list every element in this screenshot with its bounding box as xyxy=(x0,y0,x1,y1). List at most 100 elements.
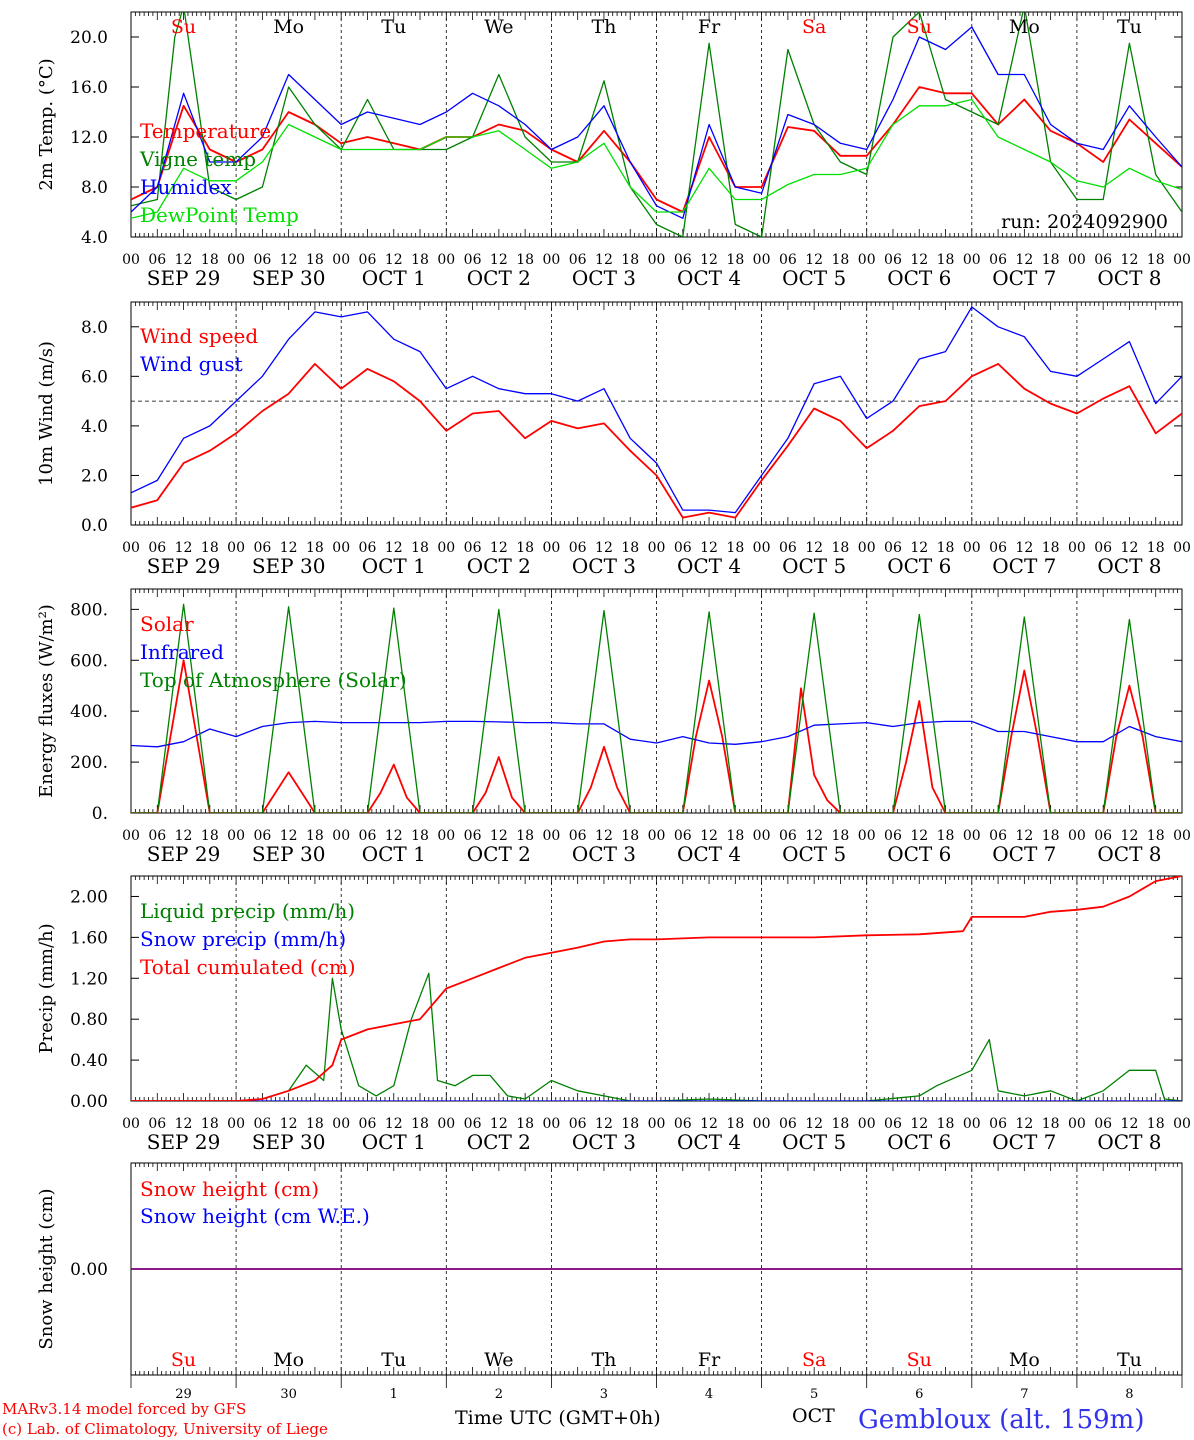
series-line-2 xyxy=(131,12,1182,237)
hour-label: 12 xyxy=(700,540,718,556)
hour-label: 18 xyxy=(201,828,219,844)
hour-label: 00 xyxy=(437,252,455,268)
hour-label: 18 xyxy=(937,540,955,556)
hour-label: 12 xyxy=(385,540,403,556)
legend-entry-1: Solar xyxy=(140,612,194,636)
date-label: OCT 7 xyxy=(992,554,1056,578)
y-tick-label: 8.0 xyxy=(81,178,108,198)
date-label: OCT 1 xyxy=(362,266,426,290)
date-label: OCT 4 xyxy=(677,1130,741,1154)
y-tick-label: 2.0 xyxy=(81,466,108,486)
y-tick-label: 12.0 xyxy=(70,128,108,148)
hour-label: 12 xyxy=(700,828,718,844)
hour-label: 00 xyxy=(1173,540,1191,556)
date-label: OCT 1 xyxy=(362,1130,426,1154)
hour-label: 18 xyxy=(411,252,429,268)
day-number: 8 xyxy=(1125,1387,1133,1402)
hour-label: 00 xyxy=(858,540,876,556)
hour-label: 12 xyxy=(805,1116,823,1132)
day-number: 3 xyxy=(600,1387,608,1402)
hour-label: 18 xyxy=(726,1116,744,1132)
hour-label: 06 xyxy=(989,252,1007,268)
hour-label: 18 xyxy=(1147,540,1165,556)
footer-month-label: OCT xyxy=(792,1405,835,1427)
y-tick-label: 800. xyxy=(70,600,108,620)
hour-label: 18 xyxy=(516,1116,534,1132)
hour-label: 00 xyxy=(753,540,771,556)
hour-label: 18 xyxy=(1042,540,1060,556)
hour-label: 06 xyxy=(989,1116,1007,1132)
hour-label: 12 xyxy=(175,1116,193,1132)
legend-entry-2: Infrared xyxy=(140,640,224,664)
day-name-bottom: Su xyxy=(171,1349,196,1371)
day-name-top: Tu xyxy=(1117,16,1142,38)
hour-label: 06 xyxy=(674,540,692,556)
hour-label: 06 xyxy=(569,1116,587,1132)
hour-label: 06 xyxy=(884,828,902,844)
legend-entry-1: Liquid precip (mm/h) xyxy=(140,899,355,923)
hour-label: 12 xyxy=(490,252,508,268)
date-label: OCT 4 xyxy=(677,554,741,578)
hour-label: 18 xyxy=(411,540,429,556)
hour-label: 18 xyxy=(411,828,429,844)
hour-label: 06 xyxy=(779,1116,797,1132)
hour-label: 00 xyxy=(648,252,666,268)
day-name-top: We xyxy=(484,16,513,38)
hour-label: 00 xyxy=(648,828,666,844)
series-line-2 xyxy=(131,720,1182,748)
hour-label: 12 xyxy=(805,252,823,268)
hour-label: 12 xyxy=(490,540,508,556)
hour-label: 06 xyxy=(779,252,797,268)
panel-frame xyxy=(130,301,1183,526)
date-label: OCT 8 xyxy=(1097,266,1161,290)
y-tick-label: 8.0 xyxy=(81,318,108,338)
hour-label: 12 xyxy=(490,1116,508,1132)
y-tick-label: 4.0 xyxy=(81,228,108,248)
hour-label: 18 xyxy=(726,540,744,556)
day-name-bottom: We xyxy=(484,1349,513,1371)
day-number: 2 xyxy=(495,1387,503,1402)
hour-label: 00 xyxy=(963,1116,981,1132)
y-tick-label: 200. xyxy=(70,753,108,773)
date-label: OCT 2 xyxy=(467,842,531,866)
hour-label: 06 xyxy=(359,252,377,268)
date-label: OCT 3 xyxy=(572,1130,636,1154)
y-tick-label: 20.0 xyxy=(70,28,108,48)
date-label: SEP 30 xyxy=(252,266,326,290)
hour-label: 00 xyxy=(122,540,140,556)
series-group xyxy=(131,876,1182,1101)
hour-label: 00 xyxy=(437,540,455,556)
hour-label: 12 xyxy=(595,540,613,556)
y-tick-label: 16.0 xyxy=(70,78,108,98)
y-tick-label: 1.20 xyxy=(70,969,108,989)
hour-label: 00 xyxy=(753,828,771,844)
y-axis-title: 10m Wind (m/s) xyxy=(36,341,57,486)
hour-label: 18 xyxy=(621,828,639,844)
hour-label: 18 xyxy=(621,1116,639,1132)
day-name-bottom: Sa xyxy=(802,1349,826,1371)
day-number: 29 xyxy=(175,1387,192,1402)
hour-label: 18 xyxy=(621,540,639,556)
panel-5: 0.00 Snow height (cm) Snow height (cm) Snow… xyxy=(36,1162,1183,1402)
hour-label: 18 xyxy=(411,1116,429,1132)
hour-label: 06 xyxy=(569,828,587,844)
date-label: OCT 6 xyxy=(887,1130,951,1154)
footer-model-line: MARv3.14 model forced by GFS xyxy=(2,1400,246,1418)
date-label: OCT 2 xyxy=(467,554,531,578)
panel-frame xyxy=(130,588,1183,814)
y-tick-label: 0.40 xyxy=(70,1051,108,1071)
date-label: SEP 29 xyxy=(147,842,221,866)
chart-panels: 4.08.012.016.020.02m Temp. (°C) Temperatu… xyxy=(36,11,1191,1402)
date-label: OCT 2 xyxy=(467,266,531,290)
series-group xyxy=(131,306,1182,519)
day-name-bottom: Tu xyxy=(1117,1349,1142,1371)
hour-label: 18 xyxy=(1042,1116,1060,1132)
day-name-top: Sa xyxy=(802,16,826,38)
date-label: OCT 7 xyxy=(992,266,1056,290)
date-label: SEP 30 xyxy=(252,842,326,866)
hour-label: 12 xyxy=(1121,828,1139,844)
hour-label: 00 xyxy=(437,828,455,844)
hour-label: 12 xyxy=(910,252,928,268)
hour-label: 18 xyxy=(516,540,534,556)
date-label: OCT 3 xyxy=(572,842,636,866)
